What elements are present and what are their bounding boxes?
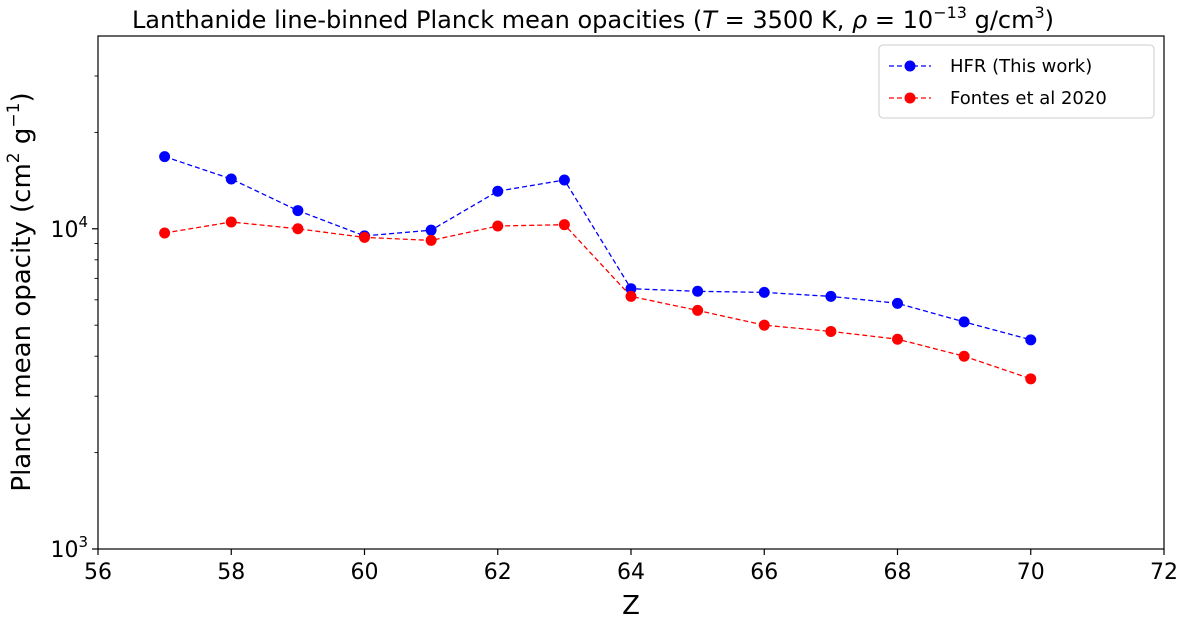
series-line-hfr-this-work bbox=[164, 155, 1031, 341]
data-point-fontes-et-al-2020 bbox=[359, 231, 370, 243]
title-rho-unit: g/cm bbox=[967, 6, 1035, 34]
title-t-value: = 3500 K, bbox=[717, 6, 852, 34]
series-line-fontes-et-al-2020 bbox=[164, 221, 1032, 380]
x-tick-label: 68 bbox=[884, 560, 912, 585]
data-point-hfr-this-work bbox=[625, 283, 637, 295]
title-rho-unit-exp: 3 bbox=[1034, 3, 1044, 22]
data-point-fontes-et-al-2020 bbox=[692, 304, 704, 316]
data-point-fontes-et-al-2020 bbox=[225, 216, 237, 228]
title-t-var: T bbox=[702, 6, 719, 34]
x-tick-label: 66 bbox=[750, 560, 778, 585]
data-point-fontes-et-al-2020 bbox=[892, 333, 903, 345]
data-point-fontes-et-al-2020 bbox=[758, 319, 770, 331]
x-tick-label: 60 bbox=[351, 560, 379, 585]
x-axis: 56 58 60 62 64 66 68 70 72 bbox=[84, 549, 1178, 585]
ylabel-close: ) bbox=[7, 92, 37, 102]
data-point-hfr-this-work bbox=[292, 205, 304, 217]
y-axis: 103 104 bbox=[50, 75, 98, 563]
x-tick-label: 72 bbox=[1150, 560, 1178, 585]
title-main: Lanthanide line-binned Planck mean opaci… bbox=[132, 6, 702, 34]
x-tick-label: 58 bbox=[217, 560, 245, 585]
data-point-hfr-this-work bbox=[425, 224, 437, 236]
data-point-hfr-this-work bbox=[492, 185, 504, 197]
data-point-hfr-this-work bbox=[758, 286, 770, 298]
data-point-fontes-et-al-2020 bbox=[292, 223, 304, 235]
x-tick-label: 62 bbox=[484, 560, 512, 585]
data-point-fontes-et-al-2020 bbox=[825, 325, 837, 337]
legend-marker-hfr bbox=[904, 60, 916, 72]
data-point-hfr-this-work bbox=[892, 297, 903, 309]
data-point-hfr-this-work bbox=[558, 174, 570, 186]
data-point-hfr-this-work bbox=[958, 316, 970, 328]
data-point-hfr-this-work bbox=[692, 285, 704, 297]
data-point-hfr-this-work bbox=[825, 290, 837, 302]
legend-marker-fontes bbox=[904, 92, 916, 104]
y-tick-label: 104 bbox=[50, 213, 88, 243]
title-rho-var: ρ bbox=[852, 6, 867, 34]
data-point-fontes-et-al-2020 bbox=[425, 234, 437, 246]
x-axis-title: Z bbox=[622, 591, 640, 620]
legend-label-fontes: Fontes et al 2020 bbox=[950, 88, 1107, 109]
legend-label-hfr: HFR (This work) bbox=[950, 56, 1092, 77]
data-point-fontes-et-al-2020 bbox=[492, 220, 504, 232]
legend: HFR (This work) Fontes et al 2020 bbox=[878, 44, 1155, 119]
data-point-hfr-this-work bbox=[159, 151, 171, 163]
series-layer bbox=[159, 151, 1037, 385]
title-close: ) bbox=[1045, 6, 1054, 34]
x-tick-label: 70 bbox=[1017, 560, 1045, 585]
data-point-hfr-this-work bbox=[1025, 334, 1037, 346]
x-tick-label: 64 bbox=[617, 560, 645, 585]
y-axis-title: Planck mean opacity (cm2 g−1) bbox=[4, 92, 37, 491]
ylabel-exp1: 2 bbox=[4, 152, 24, 163]
data-point-fontes-et-al-2020 bbox=[1025, 373, 1037, 385]
title-rho-exp: −13 bbox=[933, 3, 967, 22]
ylabel-main: Planck mean opacity (cm bbox=[7, 163, 37, 491]
data-point-fontes-et-al-2020 bbox=[625, 290, 637, 302]
y-tick-label: 103 bbox=[50, 533, 88, 563]
legend-frame bbox=[878, 44, 1155, 119]
title-rho-value: = 10 bbox=[867, 6, 933, 34]
chart-title: Lanthanide line-binned Planck mean opaci… bbox=[132, 3, 1054, 34]
data-point-hfr-this-work bbox=[225, 173, 237, 185]
data-point-fontes-et-al-2020 bbox=[958, 350, 970, 362]
ylabel-mid: g bbox=[7, 128, 37, 153]
data-point-fontes-et-al-2020 bbox=[558, 219, 570, 231]
x-tick-label: 56 bbox=[84, 560, 112, 585]
data-point-fontes-et-al-2020 bbox=[159, 227, 171, 239]
ylabel-exp2: −1 bbox=[4, 103, 24, 128]
